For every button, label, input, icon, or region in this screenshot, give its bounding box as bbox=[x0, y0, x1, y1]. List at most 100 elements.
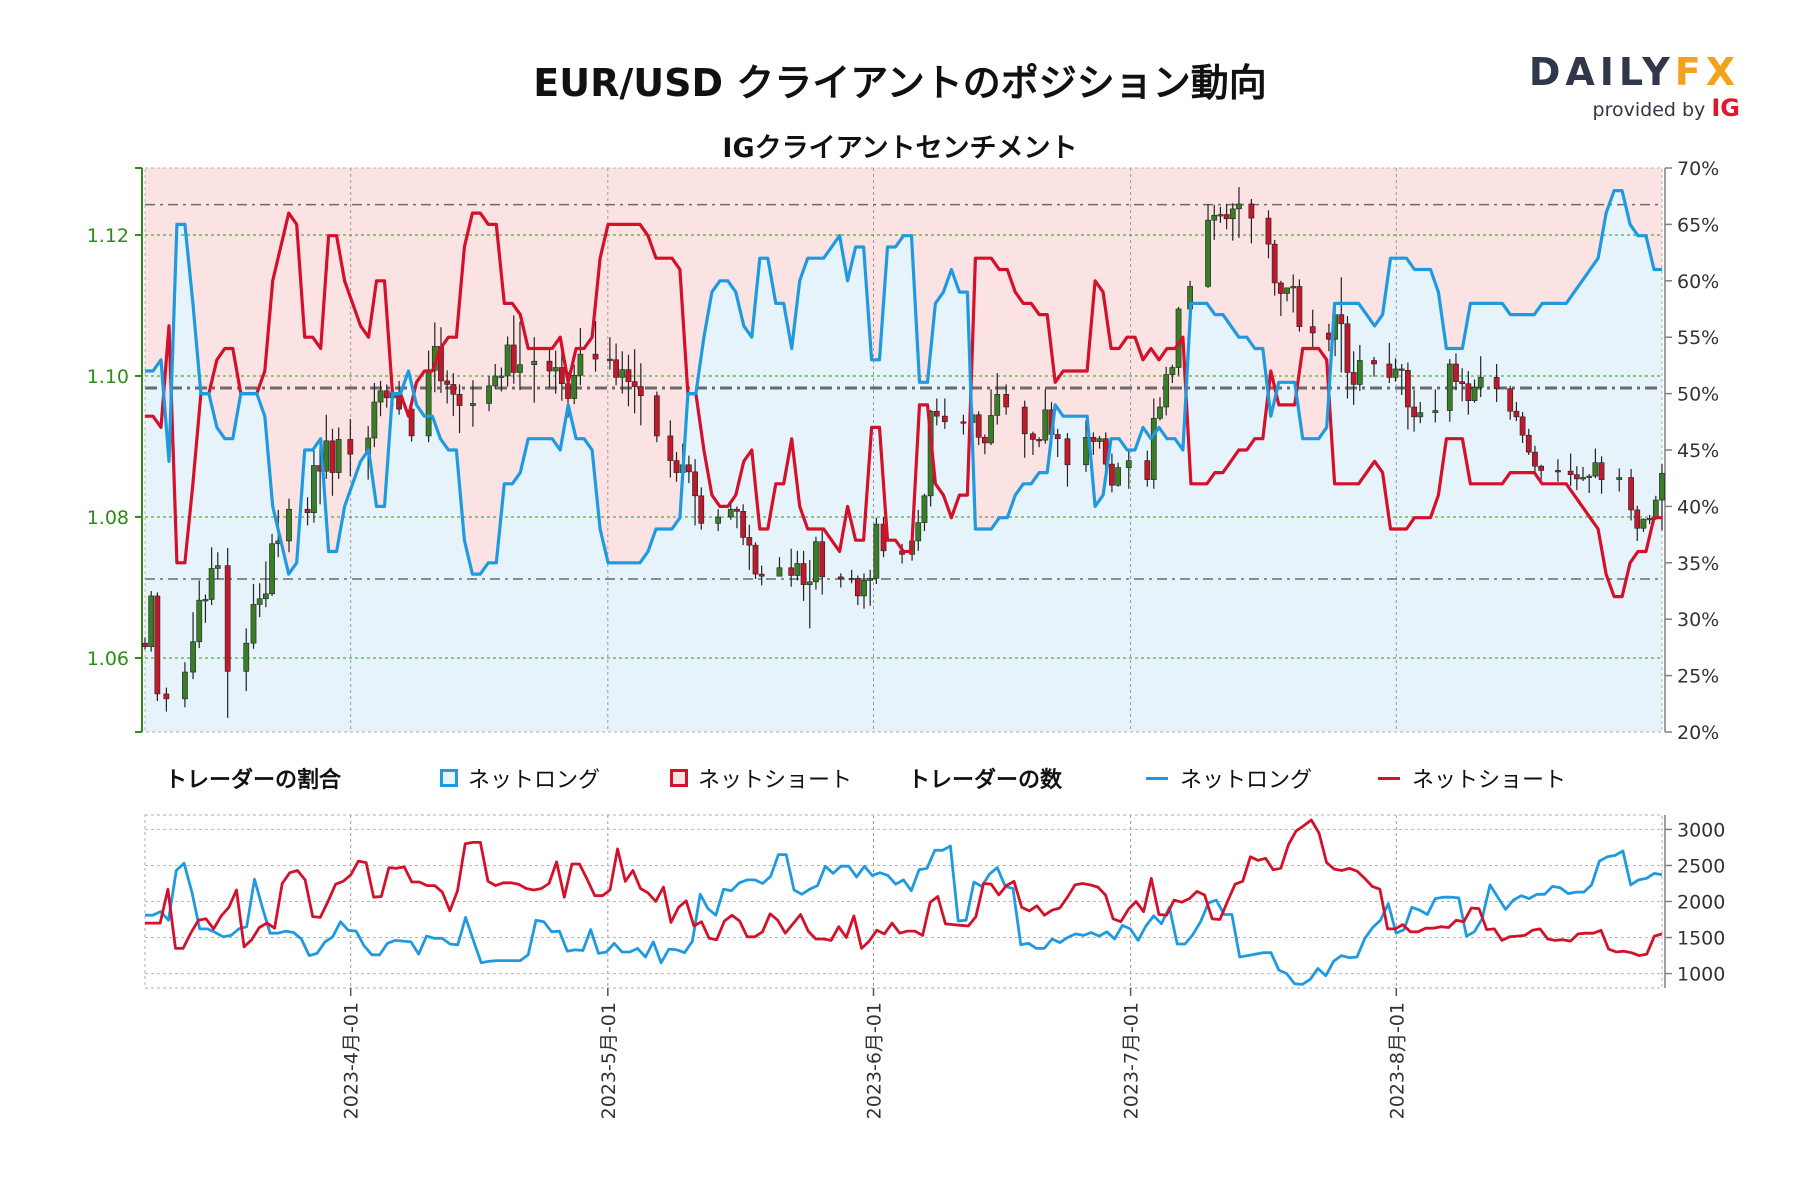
candle-body bbox=[577, 353, 584, 376]
logo-provided-by: provided by bbox=[1592, 99, 1706, 121]
candle-body bbox=[1525, 434, 1532, 453]
candle-body bbox=[1640, 518, 1647, 529]
candle-body bbox=[571, 374, 578, 399]
candle-body bbox=[1109, 463, 1115, 486]
legend-ratio-short-item: ネットショート bbox=[670, 760, 852, 796]
candle-body bbox=[1157, 406, 1163, 419]
date-tick-label: 2023-4月-01 bbox=[341, 1002, 363, 1119]
candle-body bbox=[758, 573, 765, 577]
candle-body bbox=[1586, 475, 1593, 478]
percent-tick-label: 30% bbox=[1677, 609, 1719, 631]
candle-body bbox=[262, 593, 269, 600]
candle-body bbox=[250, 604, 257, 644]
candle-body bbox=[450, 384, 457, 395]
candle-body bbox=[1646, 518, 1653, 521]
candle-body bbox=[1144, 460, 1151, 480]
candle-body bbox=[1592, 462, 1599, 477]
candle-body bbox=[982, 437, 988, 444]
candle-body bbox=[1236, 203, 1242, 210]
candle-body bbox=[1634, 509, 1641, 529]
candle-body bbox=[1398, 368, 1405, 371]
candle-body bbox=[243, 642, 250, 672]
legend-short-swatch bbox=[670, 769, 688, 787]
candle-body bbox=[1284, 287, 1290, 294]
candle-body bbox=[800, 563, 807, 585]
candle-body bbox=[552, 367, 559, 372]
legend-count-short-label: ネットショート bbox=[1412, 768, 1567, 793]
candle-body bbox=[1030, 433, 1036, 440]
candle-body bbox=[202, 599, 209, 602]
candle-body bbox=[625, 369, 632, 382]
long-ratio-area bbox=[145, 190, 1662, 733]
candle-body bbox=[1125, 460, 1132, 468]
candle-body bbox=[1169, 367, 1176, 375]
candle-body bbox=[848, 578, 855, 581]
candle-body bbox=[1248, 203, 1255, 219]
date-tick-label: 2023-8月-01 bbox=[1386, 1002, 1408, 1119]
percent-tick-label: 20% bbox=[1677, 722, 1719, 744]
candle-body bbox=[256, 598, 263, 605]
plot-frame bbox=[144, 167, 1663, 733]
candle-body bbox=[1453, 363, 1459, 382]
legend-long-swatch bbox=[440, 769, 458, 787]
candle-body bbox=[1432, 410, 1439, 413]
candle-body bbox=[377, 390, 384, 403]
candle-body bbox=[565, 383, 571, 399]
candle-body bbox=[1217, 214, 1224, 217]
candle-body bbox=[456, 394, 463, 406]
candle-body bbox=[558, 367, 565, 385]
candle-body bbox=[613, 359, 619, 378]
percent-tick-label: 35% bbox=[1677, 553, 1719, 575]
chart-title: EUR/USD クライアントのポジション動向 bbox=[533, 61, 1267, 105]
candle-body bbox=[269, 543, 275, 595]
candle-body bbox=[214, 565, 221, 569]
candle-body bbox=[1659, 472, 1665, 501]
candle-body bbox=[208, 568, 215, 600]
candle-body bbox=[960, 421, 967, 424]
candle-body bbox=[1477, 377, 1484, 388]
candle-body bbox=[1471, 386, 1478, 401]
logo-ig: IG bbox=[1711, 94, 1740, 122]
logo-fx: FX bbox=[1674, 50, 1740, 94]
candle-body bbox=[1309, 326, 1316, 334]
candle-body bbox=[347, 439, 354, 455]
legend-count-long-item: ネットロング bbox=[1146, 760, 1312, 796]
candle-body bbox=[1513, 410, 1520, 418]
candle-body bbox=[1277, 282, 1284, 294]
candle-body bbox=[371, 401, 378, 439]
candle-body bbox=[498, 375, 505, 378]
candle-body bbox=[715, 516, 722, 524]
count-long-line bbox=[145, 844, 1663, 986]
percent-tick-label: 70% bbox=[1677, 158, 1719, 180]
candle-body bbox=[667, 435, 674, 461]
candle-body bbox=[1326, 332, 1332, 340]
candle-body bbox=[510, 344, 517, 373]
candle-body bbox=[788, 567, 795, 576]
net-long-ratio-line bbox=[145, 189, 1662, 576]
date-tick-label: 2023-6月-01 bbox=[864, 1002, 886, 1119]
legend-count-short-line bbox=[1378, 776, 1400, 780]
logo-wordmark: DAILYFX bbox=[1529, 50, 1740, 94]
logo-daily: DAILY bbox=[1528, 50, 1675, 94]
candle-body bbox=[1392, 368, 1399, 378]
legend-ratio-long-item: ネットロング bbox=[440, 760, 600, 796]
logo-tagline: provided by IG bbox=[1593, 94, 1740, 122]
candle-body bbox=[806, 581, 813, 585]
candle-body bbox=[1417, 412, 1424, 418]
candle-body bbox=[1573, 474, 1580, 480]
candle-body bbox=[813, 541, 819, 583]
percent-tick-label: 40% bbox=[1677, 496, 1719, 518]
candle-body bbox=[1459, 381, 1466, 385]
candle-body bbox=[592, 353, 599, 360]
candle-body bbox=[224, 565, 231, 672]
candle-body bbox=[1021, 406, 1028, 435]
candle-body bbox=[182, 671, 188, 700]
candle-body bbox=[933, 410, 940, 417]
percent-tick-label: 65% bbox=[1677, 214, 1719, 236]
candle-body bbox=[861, 580, 867, 597]
candle-body bbox=[915, 522, 922, 542]
candle-body bbox=[1003, 394, 1010, 408]
percent-tick-label: 25% bbox=[1677, 666, 1719, 688]
candle-body bbox=[1405, 370, 1411, 408]
candle-body bbox=[1532, 451, 1538, 467]
